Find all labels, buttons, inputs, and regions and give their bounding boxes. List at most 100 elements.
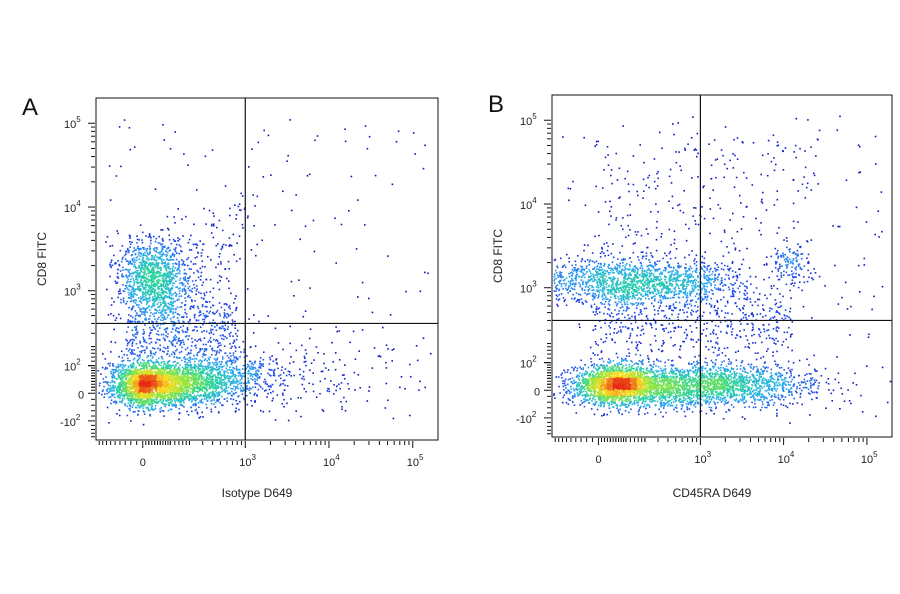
data-point bbox=[149, 247, 151, 249]
data-point bbox=[382, 326, 384, 329]
data-point bbox=[155, 374, 158, 377]
data-point bbox=[109, 275, 111, 278]
data-point bbox=[165, 255, 168, 258]
data-point bbox=[170, 273, 173, 276]
data-point bbox=[149, 309, 151, 311]
data-point bbox=[282, 392, 284, 395]
data-point bbox=[112, 369, 114, 371]
data-point bbox=[213, 363, 215, 366]
data-point bbox=[179, 394, 182, 396]
data-point bbox=[126, 391, 128, 393]
data-point bbox=[120, 260, 123, 263]
data-point bbox=[131, 400, 133, 402]
data-point bbox=[160, 262, 163, 264]
data-point bbox=[139, 224, 142, 226]
data-point bbox=[165, 275, 168, 277]
data-point bbox=[160, 319, 162, 321]
data-point bbox=[188, 383, 191, 385]
data-point bbox=[207, 357, 210, 360]
data-point bbox=[205, 397, 208, 400]
data-point bbox=[344, 140, 347, 143]
data-point bbox=[202, 402, 204, 404]
data-point bbox=[125, 253, 127, 255]
data-point bbox=[218, 394, 221, 396]
data-point bbox=[137, 285, 139, 288]
data-point bbox=[283, 389, 286, 391]
data-point bbox=[173, 384, 175, 387]
data-point bbox=[187, 282, 189, 285]
data-point bbox=[170, 277, 173, 279]
data-point bbox=[352, 330, 355, 333]
data-point bbox=[134, 388, 137, 391]
data-point bbox=[301, 383, 304, 386]
data-point bbox=[247, 370, 249, 373]
data-point bbox=[150, 270, 153, 273]
data-point bbox=[130, 272, 133, 275]
data-point bbox=[139, 314, 141, 317]
data-point bbox=[234, 375, 236, 378]
data-point bbox=[148, 258, 150, 261]
data-point bbox=[169, 268, 172, 270]
data-point bbox=[250, 362, 253, 365]
data-point bbox=[169, 385, 171, 387]
data-point bbox=[270, 369, 273, 371]
data-point bbox=[132, 250, 134, 253]
data-point bbox=[104, 393, 106, 395]
data-point bbox=[141, 381, 143, 383]
data-point bbox=[132, 379, 134, 382]
data-point bbox=[110, 261, 112, 263]
data-point bbox=[343, 378, 346, 380]
data-point bbox=[235, 410, 237, 412]
data-point bbox=[203, 354, 205, 356]
data-point bbox=[193, 388, 196, 391]
data-point bbox=[159, 327, 161, 329]
data-point bbox=[176, 379, 179, 381]
data-point bbox=[142, 261, 144, 264]
data-point bbox=[196, 386, 199, 388]
data-point bbox=[134, 310, 137, 312]
data-point bbox=[245, 382, 248, 385]
data-point bbox=[189, 361, 192, 364]
data-point bbox=[150, 360, 153, 363]
data-point bbox=[196, 383, 198, 385]
data-point bbox=[176, 275, 178, 278]
data-point bbox=[174, 267, 177, 269]
data-point bbox=[124, 268, 127, 271]
data-point bbox=[181, 259, 183, 261]
data-point bbox=[226, 390, 228, 392]
data-point bbox=[205, 382, 207, 384]
data-point bbox=[141, 367, 144, 370]
data-point bbox=[225, 384, 228, 386]
data-point bbox=[174, 291, 176, 294]
data-point bbox=[172, 263, 174, 265]
data-point bbox=[226, 400, 228, 402]
data-point bbox=[178, 252, 181, 255]
data-point bbox=[207, 380, 210, 383]
data-point bbox=[160, 386, 163, 388]
data-point bbox=[198, 387, 201, 389]
data-point bbox=[173, 356, 176, 358]
data-point bbox=[110, 399, 113, 401]
data-point bbox=[210, 232, 213, 234]
data-point bbox=[121, 275, 123, 278]
data-point bbox=[175, 392, 178, 395]
data-point bbox=[156, 267, 159, 270]
data-point bbox=[105, 376, 107, 378]
data-point bbox=[117, 373, 120, 376]
data-point bbox=[148, 300, 151, 302]
data-point bbox=[139, 401, 142, 404]
data-point bbox=[124, 382, 127, 385]
data-point bbox=[138, 376, 141, 378]
data-point bbox=[136, 275, 139, 278]
data-point bbox=[150, 264, 152, 266]
data-point bbox=[153, 367, 155, 369]
data-point bbox=[149, 374, 152, 377]
data-point bbox=[202, 368, 204, 370]
data-point bbox=[151, 255, 154, 257]
data-point bbox=[161, 290, 164, 292]
data-point bbox=[219, 378, 221, 381]
data-point bbox=[309, 369, 311, 371]
data-point bbox=[206, 388, 208, 391]
data-point bbox=[162, 124, 164, 126]
data-point bbox=[340, 401, 342, 403]
